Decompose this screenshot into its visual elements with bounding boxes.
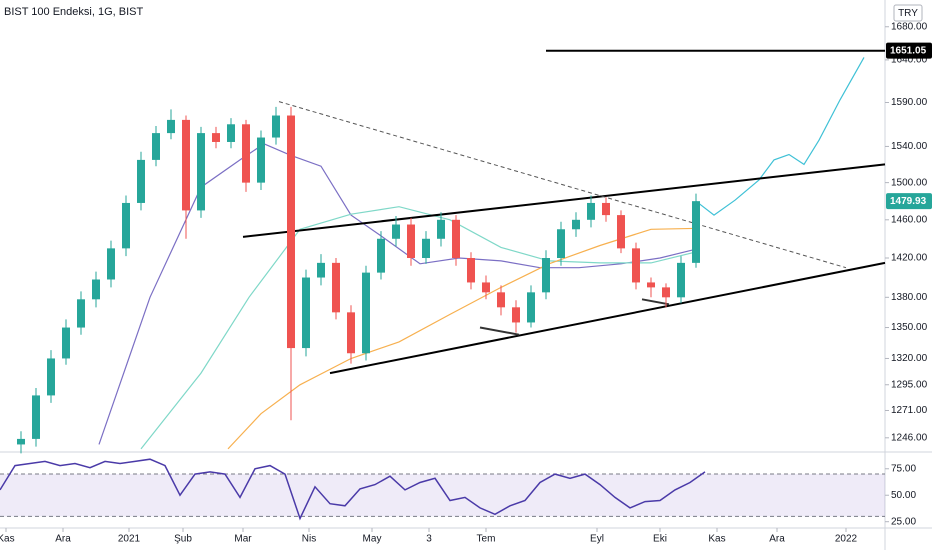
candle-body bbox=[512, 307, 520, 323]
y-tick-label: 1460.00 bbox=[891, 214, 928, 225]
x-tick-label: 2021 bbox=[118, 534, 141, 545]
chart-title: BIST 100 Endeksi, 1G, BIST bbox=[4, 6, 143, 18]
y-tick-label: 1640.00 bbox=[891, 55, 928, 66]
candle-body bbox=[197, 133, 205, 211]
candle-body bbox=[32, 395, 40, 439]
candle-body bbox=[92, 279, 100, 300]
candle-body bbox=[527, 292, 535, 323]
candle-body bbox=[287, 115, 295, 349]
y-tick-label: 1271.00 bbox=[891, 405, 928, 416]
x-tick-label: Nis bbox=[302, 534, 316, 545]
candle-body bbox=[152, 133, 160, 160]
rsi-y-tick-label: 25.00 bbox=[891, 516, 916, 527]
overlay-line bbox=[140, 206, 700, 450]
rsi-y-tick-label: 75.00 bbox=[891, 463, 916, 474]
x-tick-label: May bbox=[363, 534, 382, 545]
x-tick-label: Eki bbox=[653, 534, 667, 545]
candle-body bbox=[317, 262, 325, 278]
x-tick-label: Tem bbox=[477, 534, 496, 545]
x-tick-label: Ara bbox=[769, 534, 785, 545]
last-price-label: 1479.93 bbox=[890, 196, 927, 207]
candle-body bbox=[452, 219, 460, 259]
candle-body bbox=[572, 219, 580, 230]
candle-body bbox=[302, 277, 310, 349]
candle-body bbox=[212, 133, 220, 142]
x-tick-label: Kas bbox=[0, 534, 15, 545]
candle-body bbox=[47, 358, 55, 396]
rsi-line bbox=[0, 458, 706, 521]
candle-body bbox=[107, 248, 115, 280]
candle-body bbox=[182, 119, 190, 211]
x-tick-label: Şub bbox=[174, 534, 192, 545]
trend-line bbox=[278, 101, 847, 269]
candle-body bbox=[62, 327, 70, 359]
candle-body bbox=[632, 248, 640, 283]
trend-line bbox=[242, 163, 886, 238]
overlay-line bbox=[695, 57, 865, 216]
trend-line bbox=[479, 326, 520, 336]
candle-body bbox=[122, 202, 130, 249]
y-tick-label: 1295.00 bbox=[891, 379, 928, 390]
candle-body bbox=[497, 292, 505, 308]
y-tick-label: 1590.00 bbox=[891, 97, 928, 108]
candle-body bbox=[332, 262, 340, 313]
candle-body bbox=[557, 229, 565, 259]
candle-body bbox=[692, 201, 700, 263]
candle-body bbox=[77, 299, 85, 328]
candle-body bbox=[257, 137, 265, 183]
candle-body bbox=[392, 224, 400, 239]
candle-body bbox=[662, 287, 670, 298]
x-tick-label: Mar bbox=[234, 534, 252, 545]
y-tick-label: 1246.00 bbox=[891, 432, 928, 443]
candle-body bbox=[587, 202, 595, 220]
candle-body bbox=[407, 224, 415, 259]
rsi-band bbox=[0, 474, 885, 517]
candle-body bbox=[482, 282, 490, 293]
currency-box[interactable] bbox=[893, 4, 923, 22]
trend-line bbox=[329, 261, 886, 375]
candle-body bbox=[167, 119, 175, 134]
y-tick-label: 1320.00 bbox=[891, 353, 928, 364]
trend-line bbox=[641, 298, 670, 306]
candle-body bbox=[377, 238, 385, 273]
candle-body bbox=[617, 215, 625, 249]
price-tag bbox=[886, 42, 932, 59]
last-price-tag bbox=[886, 193, 932, 210]
price-tag-label: 1651.05 bbox=[890, 45, 927, 56]
candle-body bbox=[677, 262, 685, 298]
candle-body bbox=[647, 282, 655, 288]
y-tick-label: 1540.00 bbox=[891, 141, 928, 152]
candle-body bbox=[542, 258, 550, 293]
x-tick-label: 2022 bbox=[835, 534, 858, 545]
x-tick-label: Eyl bbox=[590, 534, 604, 545]
rsi-y-tick-label: 50.00 bbox=[891, 490, 916, 501]
candle-body bbox=[347, 312, 355, 354]
candle-body bbox=[422, 238, 430, 259]
candle-body bbox=[137, 159, 145, 203]
candle-body bbox=[17, 438, 25, 445]
y-tick-label: 1500.00 bbox=[891, 177, 928, 188]
candle-body bbox=[467, 258, 475, 283]
candle-body bbox=[602, 202, 610, 216]
candle-body bbox=[227, 124, 235, 142]
x-tick-label: Ara bbox=[55, 534, 71, 545]
y-tick-label: 1420.00 bbox=[891, 253, 928, 264]
currency: TRY bbox=[898, 8, 918, 19]
candle-body bbox=[272, 115, 280, 138]
x-tick-label: Kas bbox=[708, 534, 725, 545]
candle-body bbox=[437, 219, 445, 239]
candle-body bbox=[362, 272, 370, 354]
y-tick-label: 1380.00 bbox=[891, 292, 928, 303]
candle-body bbox=[242, 124, 250, 183]
y-tick-label: 1680.00 bbox=[891, 21, 928, 32]
y-tick-label: 1350.00 bbox=[891, 322, 928, 333]
x-tick-label: 3 bbox=[426, 534, 432, 545]
